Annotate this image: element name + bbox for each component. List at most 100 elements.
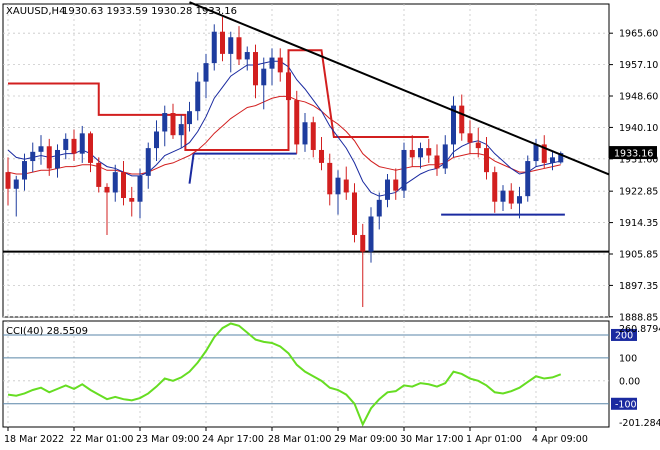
current-price-label: 1933.16 — [614, 149, 653, 160]
candle-body — [104, 186, 110, 193]
candle-body — [5, 172, 11, 189]
candle-body — [327, 162, 333, 195]
candle-body — [38, 146, 44, 152]
time-tick-label: 29 Mar 09:00 — [334, 434, 397, 445]
candle-body — [46, 146, 52, 169]
cci-bottom-label: -201.2846 — [619, 418, 660, 429]
candle-body — [376, 199, 382, 217]
candle-body — [467, 133, 473, 143]
candle-body — [541, 144, 547, 163]
candle-body — [409, 149, 415, 158]
candle-body — [343, 179, 349, 193]
time-tick-label: 24 Apr 17:00 — [202, 434, 264, 445]
time-tick-label: 4 Apr 09:00 — [532, 434, 588, 445]
time-tick-label: 1 Apr 01:00 — [466, 434, 522, 445]
price-tick-label: 1922.85 — [619, 187, 658, 198]
candle-body — [418, 148, 423, 158]
time-tick-label: 22 Mar 01:00 — [70, 434, 133, 445]
candle-body — [451, 105, 456, 145]
time-axis: 18 Mar 2022 22 Mar 01:00 23 Mar 09:00 24 Ap… — [4, 427, 588, 445]
candle-body — [500, 190, 506, 202]
candle-body — [211, 31, 217, 64]
candle-body — [129, 198, 135, 202]
time-tick-label: 23 Mar 09:00 — [136, 434, 199, 445]
candle-body — [434, 155, 440, 169]
candle-body — [385, 179, 390, 200]
price-tick-label: 1914.35 — [619, 218, 658, 229]
candle-body — [508, 190, 514, 204]
candle-body — [71, 138, 77, 154]
candle-body — [475, 142, 481, 149]
cci-pane-frame — [2, 320, 610, 428]
time-tick-label: 18 Mar 2022 — [4, 434, 64, 445]
candle-body — [30, 151, 36, 162]
candle-body — [426, 148, 432, 156]
cci-line — [7, 322, 562, 427]
candle-body — [112, 172, 118, 193]
cci-level-label: 0.00 — [619, 376, 640, 387]
price-tick-label: 1905.85 — [619, 249, 658, 260]
symbol-label: XAUUSD,H4 — [6, 6, 65, 17]
candle-body — [302, 122, 308, 145]
price-tick-label: 1965.60 — [619, 29, 658, 40]
candle-body — [145, 148, 151, 176]
candles — [5, 16, 564, 308]
price-tick-label: 1888.85 — [619, 312, 658, 323]
price-tick-label: 1940.10 — [619, 123, 658, 134]
candle-body — [277, 57, 283, 73]
cci-level-tag — [611, 397, 637, 410]
candle-body — [137, 175, 143, 202]
cci-level-label: 100 — [619, 353, 637, 364]
trendline-layer — [189, 1, 610, 176]
blue-level-upper-hook — [188, 153, 195, 184]
candle-body — [220, 31, 225, 54]
price-pane-frame — [2, 3, 610, 318]
candle-body — [88, 133, 93, 163]
candle-body — [55, 149, 60, 169]
candle-body — [517, 196, 522, 204]
price-axis: 1965.60 1957.10 1948.60 1940.10 1931.60 1922.… — [609, 29, 658, 323]
resistance-trendline — [189, 1, 610, 176]
candle-body — [492, 172, 498, 202]
ema-fast-line — [7, 60, 561, 197]
candle-body — [13, 179, 19, 189]
horizontal-levels — [3, 49, 609, 253]
candle-body — [442, 144, 448, 169]
trailing-stop-line — [8, 49, 429, 151]
candle-body — [310, 122, 316, 150]
candle-body — [261, 68, 267, 86]
price-tick-label: 1948.60 — [619, 92, 658, 103]
candle-body — [360, 234, 366, 252]
candle-body — [533, 144, 539, 162]
candle-body — [368, 216, 374, 252]
cci-grid — [3, 334, 609, 405]
cci-level-label: -100 — [615, 399, 637, 410]
candle-body — [236, 37, 242, 60]
current-price-tag — [609, 146, 657, 160]
candle-body — [253, 52, 258, 86]
candle-body — [96, 162, 102, 187]
candle-body — [401, 149, 407, 191]
candle-body — [195, 81, 201, 112]
candle-body — [525, 161, 531, 197]
candle-body — [286, 72, 291, 101]
candle-body — [178, 124, 184, 136]
cci-level-label: 200 — [615, 330, 633, 341]
candle-body — [459, 105, 465, 134]
candle-body — [352, 192, 357, 235]
candle-body — [244, 52, 250, 60]
candle-body — [484, 148, 489, 173]
price-tick-label: 1897.35 — [619, 281, 658, 292]
candle-body — [269, 57, 275, 69]
candle-body — [121, 172, 126, 199]
cci-level-tag — [611, 328, 637, 341]
candle-body — [319, 149, 324, 163]
candle-body — [228, 37, 234, 54]
candle-body — [63, 138, 69, 150]
candle-body — [294, 100, 300, 145]
cci-line-layer — [7, 322, 562, 427]
cci-label: CCI(40) 28.5509 — [6, 326, 88, 337]
candle-body — [79, 133, 85, 154]
